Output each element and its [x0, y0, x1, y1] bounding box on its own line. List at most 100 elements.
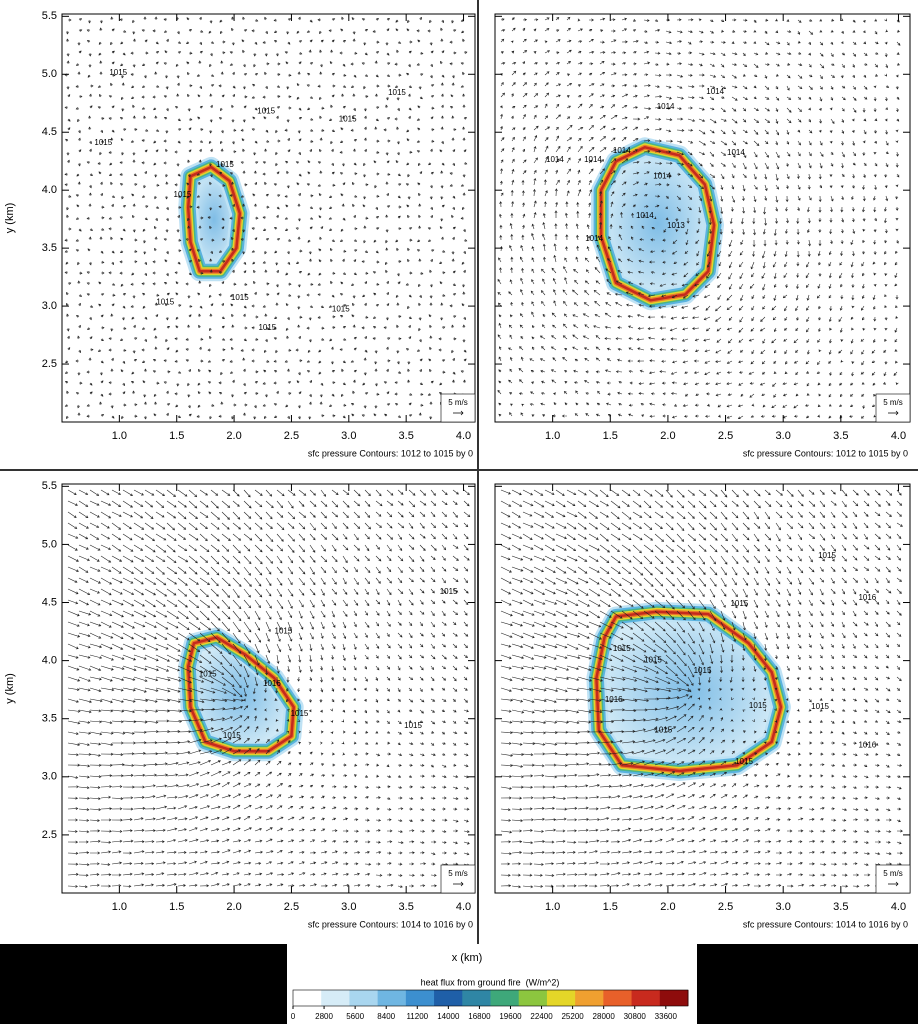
wind-vector	[232, 150, 237, 154]
wind-vector	[262, 381, 267, 385]
wind-vector	[375, 118, 379, 122]
wind-vector	[209, 162, 213, 167]
colorbar-title: heat flux from ground fire (W/m^2)	[421, 977, 560, 987]
wind-vector	[253, 269, 256, 274]
y-tick-label: 4.5	[42, 126, 57, 138]
wind-vector	[407, 195, 411, 200]
wind-vector	[285, 61, 289, 65]
wind-vector	[163, 381, 168, 384]
wind-vector	[132, 390, 136, 395]
wind-vector	[198, 60, 202, 65]
wind-vector	[462, 283, 466, 288]
wind-vector	[154, 16, 158, 21]
wind-vector	[397, 183, 402, 186]
wind-vector	[251, 96, 256, 99]
wind-vector	[144, 149, 148, 153]
wind-vector	[361, 326, 366, 330]
wind-vector	[264, 52, 268, 57]
wind-vector	[144, 129, 149, 132]
wind-vector	[441, 293, 446, 297]
wind-vector	[175, 281, 179, 285]
wind-vector	[265, 282, 270, 286]
wind-vector	[264, 148, 268, 153]
wind-vector	[110, 41, 113, 46]
wind-vector	[153, 393, 157, 397]
wind-vector	[78, 349, 82, 353]
wind-vector	[229, 216, 234, 220]
contour-label: 1014	[636, 211, 654, 220]
wind-vector	[276, 62, 281, 66]
wind-vector	[462, 379, 466, 384]
wind-vector	[364, 28, 368, 32]
wind-vector	[155, 381, 160, 385]
wind-vector	[416, 29, 421, 33]
wind-vector	[430, 184, 433, 189]
wind-vector	[430, 171, 434, 175]
wind-vector	[287, 261, 291, 265]
wind-vector	[64, 238, 69, 242]
wind-vector	[352, 30, 356, 35]
wind-vector	[265, 129, 269, 133]
wind-vector	[441, 204, 445, 208]
wind-vector	[463, 316, 466, 320]
wind-vector	[309, 282, 314, 286]
wind-vector	[232, 282, 237, 286]
wind-vector	[364, 126, 367, 131]
wind-vector	[287, 348, 292, 352]
wind-vector	[416, 63, 421, 66]
wind-vector	[463, 117, 467, 120]
wind-vector	[110, 82, 113, 87]
wind-vector	[427, 227, 432, 230]
wind-vector	[242, 357, 246, 362]
wind-vector	[429, 19, 432, 24]
contour-label: 1016	[263, 679, 281, 688]
wind-vector	[89, 148, 92, 153]
wind-vector	[141, 139, 146, 143]
wind-vector	[407, 247, 410, 252]
wind-vector	[330, 140, 333, 145]
wind-vector	[352, 38, 356, 43]
wind-vector	[100, 140, 105, 143]
wind-vector	[383, 381, 388, 384]
wind-vector	[166, 347, 170, 351]
wind-vector	[340, 127, 344, 131]
wind-vector	[219, 391, 223, 395]
wind-vector	[165, 74, 169, 79]
wind-vector	[375, 260, 380, 264]
wind-vector	[331, 148, 334, 153]
wind-vector	[174, 183, 179, 187]
wind-vector	[197, 382, 201, 386]
wind-vector	[419, 369, 422, 373]
wind-vector	[242, 16, 245, 21]
wind-vector	[287, 250, 290, 255]
wind-vector	[121, 82, 125, 87]
wind-vector	[318, 193, 322, 197]
wind-vector	[163, 139, 168, 143]
wind-vector	[111, 105, 115, 109]
wind-vector	[231, 16, 235, 21]
wind-vector	[177, 238, 182, 242]
wind-vector	[199, 30, 204, 33]
wind-vector	[276, 115, 279, 120]
wind-vector	[108, 271, 113, 275]
wind-vector	[396, 302, 400, 307]
wind-vector	[307, 160, 311, 164]
contour-label: 1015	[199, 670, 217, 679]
x-tick-label: 2.5	[284, 430, 299, 442]
wind-vector	[109, 173, 113, 177]
wind-vector	[78, 324, 81, 329]
wind-vector	[463, 228, 466, 233]
wind-vector	[120, 63, 124, 67]
wind-vector	[308, 250, 312, 255]
wind-vector	[296, 261, 300, 265]
wind-vector	[208, 294, 212, 298]
wind-vector	[97, 349, 102, 352]
contour-label: 1015	[231, 293, 249, 302]
wind-vector	[152, 370, 157, 373]
wind-vector	[397, 151, 400, 156]
wind-vector	[243, 63, 246, 68]
wind-vector	[221, 226, 225, 230]
wind-vector	[319, 170, 323, 175]
wind-vector	[155, 217, 158, 222]
